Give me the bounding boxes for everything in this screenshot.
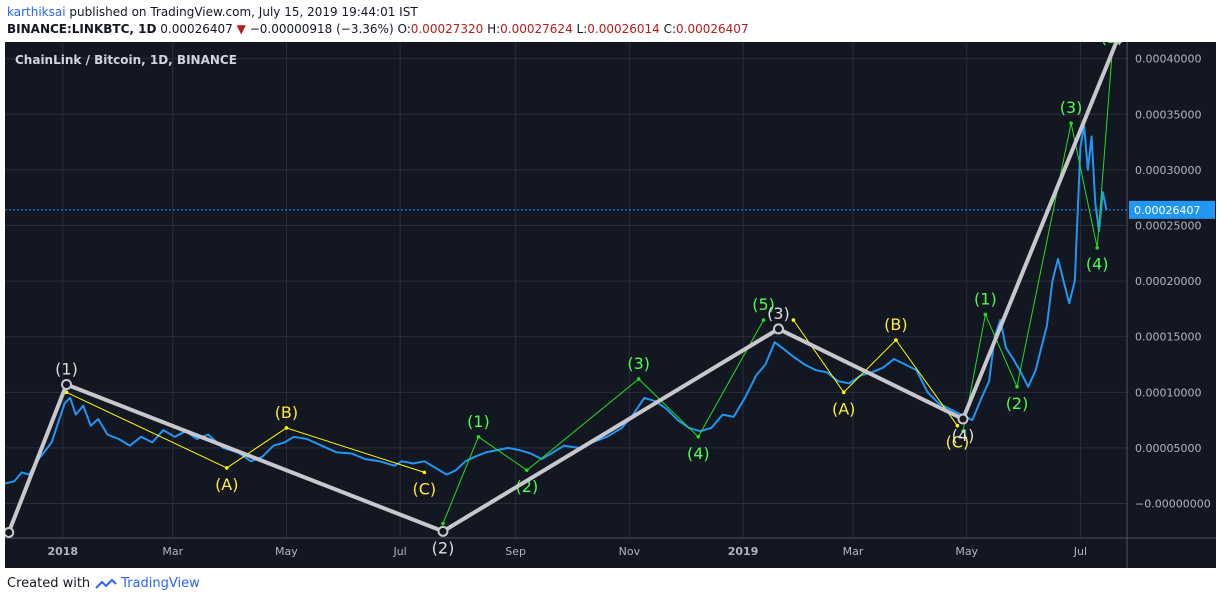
impulse_wave-label: (5) [752,295,775,314]
x-tick-label: Jul [1073,545,1087,558]
impulse_wave-label: (3) [1060,98,1083,117]
published-text: published on TradingView.com, July 15, 2… [69,5,418,19]
x-tick-label: Mar [162,545,183,558]
impulse_wave-point [1095,245,1099,250]
y-tick-label: 0.00015000 [1135,331,1201,344]
close-value: 0.00026407 [676,22,749,36]
impulse_wave-line [962,53,1113,432]
down-arrow-icon: ▼ [236,22,246,36]
symbol-label: BINANCE:LINKBTC, 1D [7,22,157,36]
impulse_wave-point [476,434,481,439]
y-tick-label: 0.00030000 [1135,164,1201,177]
corrective_wave-label: (A) [832,399,855,418]
x-tick-label: Nov [619,545,641,558]
open-value: 0.00027320 [410,22,484,36]
impulse_wave-label: (4) [1086,255,1109,274]
x-tick-label: 2019 [728,545,759,558]
y-tick-label: 0.00035000 [1135,108,1201,121]
y-tick-label: 0.00010000 [1135,386,1201,399]
chart-background [5,42,1216,568]
impulse_wave-point [1015,384,1019,389]
corrective_wave-label: (C) [946,433,970,452]
y-tick-label: 0.00005000 [1135,442,1201,455]
corrective_wave-point [422,470,427,475]
corrective_wave-point [955,423,960,428]
primary-wave-point [3,526,15,538]
impulse_wave-point [761,318,766,322]
last-price: 0.00026407 [160,22,233,36]
primary-wave-point [957,413,969,425]
impulse_wave-point [525,468,529,472]
impulse_wave-label: (3) [627,354,650,373]
impulse_wave-point [1069,121,1073,125]
price-series-line [4,124,1108,485]
corrective_wave-line [66,391,425,473]
current-price-label: 0.00026407 [1134,204,1200,217]
ohlc-bar: BINANCE:LINKBTC, 1D 0.00026407 ▼ −0.0000… [7,22,749,36]
tradingview-link[interactable]: TradingView [121,576,200,591]
y-tick-label: 0.00025000 [1135,219,1201,232]
low-label: L: [576,22,588,36]
impulse_wave-point [441,521,445,526]
x-tick-label: Mar [843,545,864,558]
x-tick-label: May [275,545,298,558]
x-tick-label: May [955,545,978,558]
primary-wave-label: (1) [55,360,78,379]
corrective_wave-point [284,426,289,430]
close-label: C: [663,22,677,36]
impulse_wave-label: (1) [974,289,997,308]
y-tick-label: −0.00000000 [1135,498,1211,511]
corrective_wave-point [894,338,898,342]
corrective_wave-point [791,318,796,322]
corrective_wave-label: (A) [215,475,238,494]
created-with-text: Created with [7,576,91,591]
high-value: 0.00027624 [500,22,573,36]
corrective_wave-label: (C) [413,479,437,498]
primary-wave-point [772,323,784,335]
price-chart[interactable]: 0.00040000 0.00035000 0.00030000 0.00025000… [3,14,1216,568]
impulse_wave-label: (2) [1006,394,1029,413]
primary-wave-line [6,37,1120,534]
publication-info: karthiksai published on TradingView.com,… [7,5,418,19]
corrective_wave-label: (B) [884,315,907,334]
corrective_wave-line [792,319,958,426]
y-tick-label: 0.00040000 [1135,53,1201,66]
primary-wave-label: (4) [952,426,975,445]
primary-wave-label: (3) [767,304,790,323]
impulse_wave-label: (4) [687,444,710,463]
primary-wave-point [437,525,449,537]
x-tick-label: Sep [505,545,526,558]
corrective_wave-label: (B) [275,403,298,422]
y-tick-label: 0.00020000 [1135,275,1201,288]
footer: Created with TradingView [7,576,200,591]
chart-title: ChainLink / Bitcoin, 1D, BINANCE [15,53,237,67]
open-label: O: [397,22,411,36]
primary-wave-point [1112,33,1124,45]
price-change: −0.00000918 (−3.36%) [249,22,394,36]
high-label: H: [487,22,501,36]
corrective_wave-point [224,466,229,470]
impulse_wave-point [696,434,701,439]
x-tick-label: Jul [392,545,406,558]
current-price-badge [1129,200,1215,219]
impulse_wave-point [961,429,965,434]
x-tick-label: 2018 [47,545,78,558]
primary-wave-point [61,379,73,391]
impulse_wave-point [636,377,641,381]
impulse_wave-line [442,319,765,524]
chart-area[interactable]: 0.00040000 0.00035000 0.00030000 0.00025000… [3,14,1216,568]
primary-wave-label: (2) [432,538,455,557]
corrective_wave-point [841,390,846,395]
author-link[interactable]: karthiksai [7,5,66,19]
impulse_wave-label: (1) [467,412,490,431]
tradingview-logo-icon [95,578,117,589]
low-value: 0.00026014 [587,22,660,36]
impulse_wave-point [983,312,988,317]
